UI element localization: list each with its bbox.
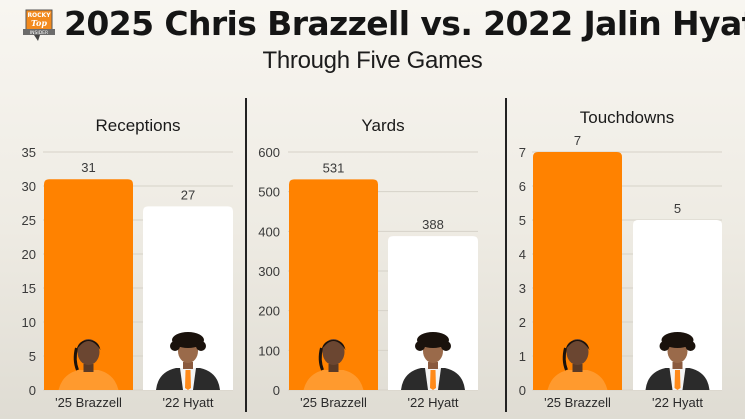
y-tick-label: 600 bbox=[258, 145, 280, 160]
chart-title: Touchdowns bbox=[580, 108, 675, 127]
hair-curl bbox=[441, 341, 451, 351]
bar-hyatt bbox=[143, 206, 233, 390]
page-title: 2025 Chris Brazzell vs. 2022 Jalin Hyatt bbox=[64, 4, 745, 43]
bar-brazzell bbox=[289, 179, 378, 390]
hyatt-headshot-icon bbox=[156, 332, 220, 390]
panel-divider bbox=[245, 98, 247, 412]
y-tick-label: 7 bbox=[519, 145, 526, 160]
neck bbox=[83, 364, 94, 372]
hair-curl bbox=[415, 341, 425, 351]
y-tick-label: 0 bbox=[29, 383, 36, 398]
neck bbox=[183, 362, 193, 369]
y-tick-label: 3 bbox=[519, 281, 526, 296]
y-tick-label: 400 bbox=[258, 224, 280, 239]
face bbox=[77, 339, 100, 365]
y-tick-label: 500 bbox=[258, 185, 280, 200]
hair-curl bbox=[659, 341, 670, 351]
brazzell-headshot-icon bbox=[547, 339, 608, 390]
neck bbox=[672, 362, 683, 369]
x-tick-label: '22 Hyatt bbox=[163, 395, 214, 410]
chart-panel-yards: Yards 0 100 200 300 400 500 600 531 '25 Brazzell 3… bbox=[258, 116, 478, 410]
y-tick-label: 15 bbox=[22, 281, 36, 296]
face bbox=[566, 339, 589, 365]
data-label: 7 bbox=[574, 133, 581, 148]
y-tick-label: 200 bbox=[258, 304, 280, 319]
jersey bbox=[547, 370, 608, 390]
chart-panel-receptions: Receptions 0 5 10 15 20 25 30 35 31 '25 Brazzell 27… bbox=[22, 116, 233, 410]
logo-text-rocky: ROCKY bbox=[27, 12, 51, 19]
y-tick-label: 300 bbox=[258, 264, 280, 279]
data-label: 31 bbox=[81, 160, 95, 175]
locs bbox=[73, 347, 79, 371]
tie bbox=[430, 370, 436, 390]
bar-brazzell bbox=[44, 179, 133, 390]
logo-text-top: Top bbox=[31, 18, 47, 28]
jersey bbox=[303, 370, 364, 390]
x-tick-label: '22 Hyatt bbox=[408, 395, 459, 410]
brazzell-headshot-icon bbox=[58, 339, 119, 390]
y-tick-label: 5 bbox=[519, 213, 526, 228]
jersey bbox=[58, 370, 119, 390]
y-tick-label: 6 bbox=[519, 179, 526, 194]
y-tick-label: 4 bbox=[519, 247, 526, 262]
hyatt-headshot-icon bbox=[645, 332, 710, 390]
y-tick-label: 30 bbox=[22, 179, 36, 194]
hair bbox=[321, 340, 346, 350]
hyatt-headshot-icon bbox=[401, 332, 465, 390]
brazzell-headshot-icon bbox=[303, 339, 364, 390]
x-tick-label: '25 Brazzell bbox=[300, 395, 367, 410]
data-label: 5 bbox=[674, 201, 681, 216]
chart-panel-touchdowns: Touchdowns 0 1 2 3 4 5 6 7 7 '25 Brazzell 5 '22 Hyat… bbox=[519, 108, 722, 410]
y-tick-label: 10 bbox=[22, 315, 36, 330]
hair bbox=[172, 332, 204, 348]
y-tick-label: 0 bbox=[519, 383, 526, 398]
tie bbox=[185, 370, 191, 390]
bar-brazzell bbox=[533, 152, 622, 390]
y-tick-label: 100 bbox=[258, 343, 280, 358]
page-subtitle: Through Five Games bbox=[262, 47, 483, 74]
x-tick-label: '25 Brazzell bbox=[55, 395, 122, 410]
neck bbox=[572, 364, 583, 372]
chart-title: Receptions bbox=[95, 116, 180, 135]
logo-text-insider: INSIDER bbox=[30, 30, 48, 36]
hair bbox=[565, 340, 590, 350]
y-tick-label: 2 bbox=[519, 315, 526, 330]
data-label: 27 bbox=[181, 187, 195, 202]
hair-curl bbox=[685, 341, 696, 351]
y-tick-label: 25 bbox=[22, 213, 36, 228]
neck bbox=[328, 364, 339, 372]
y-tick-label: 5 bbox=[29, 349, 36, 364]
hair bbox=[661, 332, 694, 348]
chart-title: Yards bbox=[361, 116, 404, 135]
bar-hyatt bbox=[388, 236, 478, 390]
y-tick-label: 35 bbox=[22, 145, 36, 160]
x-tick-label: '25 Brazzell bbox=[544, 395, 611, 410]
tie bbox=[674, 370, 681, 390]
locs bbox=[318, 347, 324, 371]
hair bbox=[417, 332, 449, 348]
y-tick-label: 1 bbox=[519, 349, 526, 364]
y-tick-label: 0 bbox=[273, 383, 280, 398]
data-label: 531 bbox=[323, 160, 345, 175]
hair bbox=[76, 340, 101, 350]
neck bbox=[428, 362, 438, 369]
data-label: 388 bbox=[422, 217, 444, 232]
hair-curl bbox=[196, 341, 206, 351]
panel-divider bbox=[505, 98, 507, 412]
hair-curl bbox=[170, 341, 180, 351]
y-tick-label: 20 bbox=[22, 247, 36, 262]
rocky-top-insider-logo-icon: ROCKY Top INSIDER bbox=[23, 9, 55, 41]
face bbox=[322, 339, 345, 365]
x-tick-label: '22 Hyatt bbox=[652, 395, 703, 410]
locs bbox=[562, 347, 568, 371]
bar-hyatt bbox=[633, 220, 722, 390]
